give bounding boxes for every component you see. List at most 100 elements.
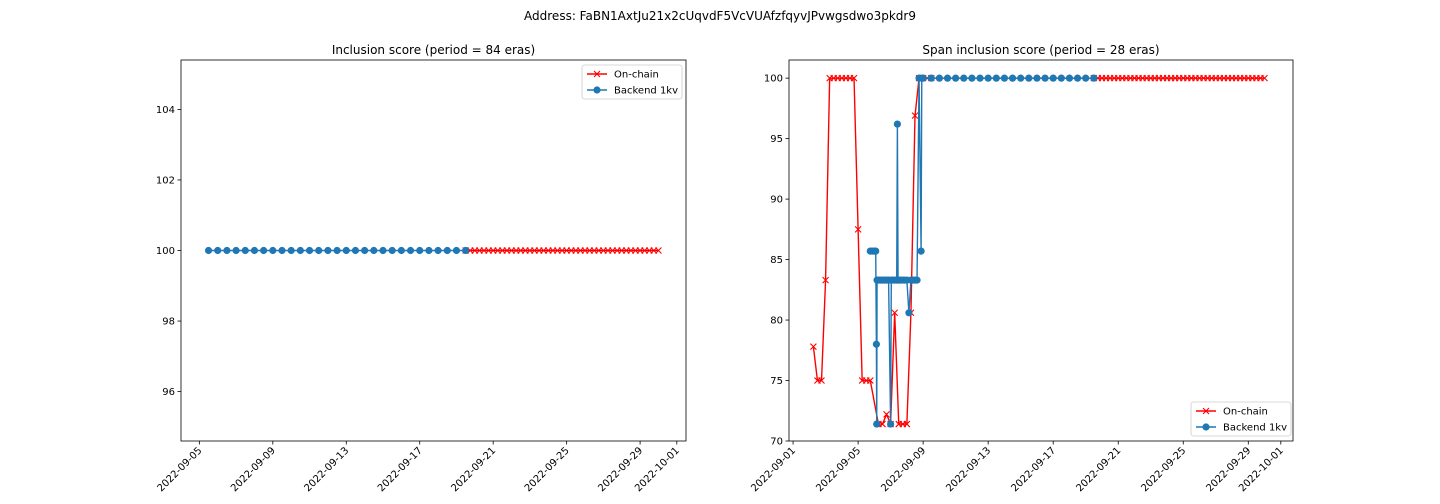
- x-tick-label: 2022-09-09: [229, 445, 278, 494]
- data-point: [462, 246, 470, 255]
- y-tick-label: 100: [764, 74, 783, 85]
- series-backend-1kv: [866, 74, 1098, 428]
- data-point: [911, 112, 919, 120]
- data-point: [260, 246, 268, 255]
- data-point: [872, 340, 880, 348]
- data-point: [379, 246, 387, 255]
- data-point: [913, 276, 921, 284]
- data-point: [333, 246, 341, 255]
- data-point: [278, 246, 286, 255]
- data-point: [822, 276, 829, 284]
- legend-item: On-chain: [1196, 407, 1268, 418]
- data-point: [866, 377, 874, 384]
- data-point: [351, 246, 360, 255]
- legend-item: Backend 1kv: [587, 86, 678, 97]
- data-point: [992, 74, 1000, 82]
- data-point: [443, 246, 451, 255]
- data-point: [324, 246, 332, 255]
- y-tick-label: 100: [156, 246, 175, 257]
- chart-title: Span inclusion score (period = 28 eras): [922, 43, 1159, 57]
- y-tick-label: 75: [770, 376, 783, 387]
- legend: On-chain Backend 1kv: [1190, 401, 1292, 437]
- data-point: [269, 246, 277, 255]
- data-point: [305, 246, 314, 255]
- data-point: [342, 246, 350, 255]
- legend-marker: [1202, 423, 1210, 431]
- legend-label: Backend 1kv: [1223, 423, 1287, 434]
- legend-marker: [593, 86, 601, 94]
- y-tick-label: 102: [156, 175, 175, 186]
- data-point: [1090, 74, 1098, 82]
- legend-item: Backend 1kv: [1196, 423, 1287, 434]
- series-line: [870, 77, 1094, 425]
- legend-label: On-chain: [614, 70, 659, 81]
- chart-panel-inclusion-score: Inclusion score (period = 84 eras) 96 98 1…: [156, 43, 687, 494]
- x-tick-label: 2022-09-25: [523, 445, 572, 494]
- y-tick-label: 70: [770, 437, 783, 448]
- plot-area: [809, 74, 1268, 428]
- data-point: [872, 247, 880, 255]
- data-point: [903, 420, 911, 428]
- data-point: [887, 420, 895, 428]
- axes-frame: [788, 59, 1294, 442]
- data-point: [1000, 74, 1009, 82]
- data-point: [655, 247, 662, 254]
- data-point: [1008, 74, 1017, 82]
- x-tick-label: 2022-09-25: [1140, 445, 1189, 494]
- y-tick-label: 85: [770, 255, 783, 266]
- data-point: [1017, 74, 1025, 82]
- data-point: [883, 411, 890, 418]
- data-point: [935, 74, 943, 82]
- y-tick-label: 95: [770, 134, 783, 145]
- data-point: [1057, 74, 1065, 82]
- data-point: [223, 246, 231, 255]
- data-point: [241, 246, 249, 255]
- series-backend-1kv: [204, 246, 470, 255]
- data-point: [250, 246, 259, 255]
- data-point: [809, 343, 817, 351]
- chart-title: Inclusion score (period = 84 eras): [332, 43, 535, 57]
- data-point: [287, 246, 295, 255]
- data-point: [416, 246, 424, 255]
- data-point: [927, 74, 935, 82]
- data-point: [952, 74, 960, 82]
- y-tick-label: 98: [162, 317, 175, 328]
- x-tick-label: 2022-09-21: [449, 445, 498, 494]
- x-tick-label: 2022-09-01: [749, 445, 798, 494]
- data-point: [388, 246, 396, 255]
- data-point: [452, 246, 461, 255]
- data-point: [434, 246, 442, 255]
- x-tick-label: 2022-09-17: [1009, 445, 1058, 494]
- data-point: [1025, 74, 1033, 82]
- data-point: [850, 74, 858, 82]
- data-point: [976, 74, 984, 82]
- data-point: [425, 246, 433, 255]
- y-tick-label: 90: [770, 195, 783, 206]
- data-point: [214, 246, 222, 255]
- data-point: [891, 309, 899, 317]
- legend: On-chain Backend 1kv: [581, 64, 683, 100]
- data-point: [296, 246, 304, 255]
- data-point: [315, 246, 323, 255]
- x-tick-label: 2022-09-13: [944, 445, 993, 494]
- data-point: [370, 246, 378, 255]
- data-point: [854, 225, 862, 233]
- data-point: [1082, 74, 1090, 82]
- data-point: [361, 246, 369, 255]
- data-point: [879, 420, 886, 428]
- legend-label: Backend 1kv: [614, 86, 678, 97]
- series-line: [812, 77, 1265, 425]
- legend-item: On-chain: [587, 70, 659, 81]
- data-point: [818, 377, 825, 384]
- plot-area: [204, 246, 662, 255]
- data-point: [1073, 74, 1082, 82]
- data-point: [919, 74, 927, 82]
- y-tick-label: 96: [162, 387, 175, 398]
- x-tick-label: 2022-09-05: [156, 445, 205, 494]
- data-point: [943, 74, 952, 82]
- data-point: [917, 247, 925, 255]
- data-point: [204, 246, 213, 255]
- data-point: [232, 246, 240, 255]
- data-point: [984, 74, 992, 82]
